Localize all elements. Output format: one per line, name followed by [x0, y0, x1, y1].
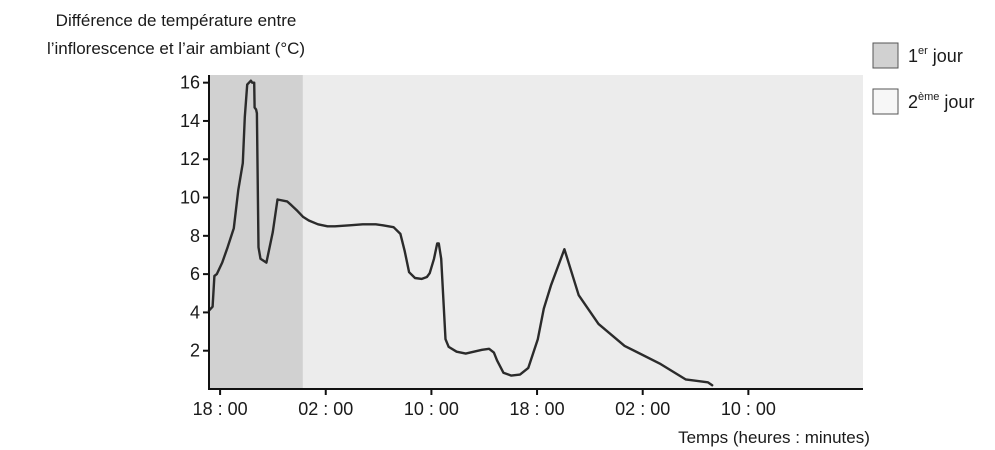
legend: 1er jour 2ème jour: [872, 42, 974, 115]
y-tick-label-16: 16: [180, 73, 200, 93]
plot-background-regions: [209, 75, 863, 389]
x-tick-label-1: 18 : 00: [193, 399, 248, 419]
x-axis-title: Temps (heures : minutes): [678, 428, 870, 447]
x-tick-label-5: 02 : 00: [615, 399, 670, 419]
day-region-2: [302, 75, 863, 389]
y-axis-title-line-1: Différence de température entre: [56, 11, 297, 30]
legend-label-1: 1er jour: [908, 45, 963, 66]
y-tick-label-12: 12: [180, 149, 200, 169]
legend-swatch-1: [872, 42, 899, 69]
y-tick-label-4: 4: [190, 302, 200, 322]
plot-axes-group: 2 4 6 8 10 12 14 16 18 : 00 02 : 00 10 : 00 18 : 00…: [180, 73, 863, 419]
x-tick-label-4: 18 : 00: [510, 399, 565, 419]
plot-series-group: [207, 79, 714, 387]
y-tick-label-14: 14: [180, 111, 200, 131]
x-tick-label-3: 10 : 00: [404, 399, 459, 419]
y-tick-label-8: 8: [190, 226, 200, 246]
legend-swatch-2: [872, 88, 899, 115]
y-tick-label-10: 10: [180, 188, 200, 208]
y-axis-title-line-2: l’inflorescence et l’air ambiant (°C): [47, 39, 305, 58]
x-tick-label-2: 02 : 00: [298, 399, 353, 419]
y-tick-label-2: 2: [190, 341, 200, 361]
y-tick-label-6: 6: [190, 264, 200, 284]
legend-label-2: 2ème jour: [908, 91, 974, 112]
x-tick-label-6: 10 : 00: [721, 399, 776, 419]
temperature-difference-line-1: [207, 79, 714, 387]
